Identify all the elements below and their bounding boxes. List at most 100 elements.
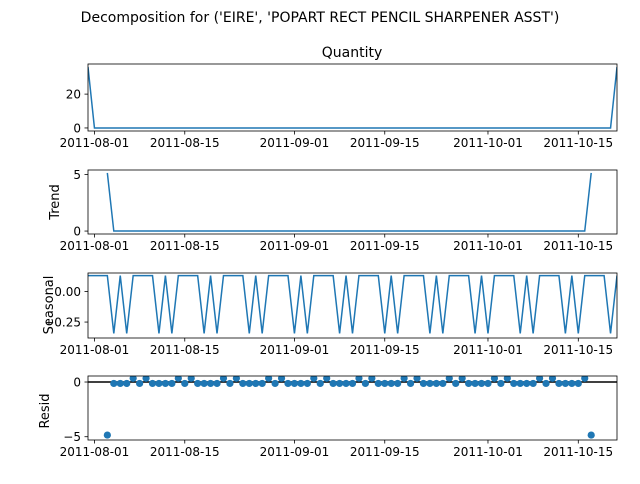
resid-x-tick-label: 2011-08-15	[150, 445, 220, 459]
resid-point	[432, 379, 440, 388]
resid-point	[458, 376, 466, 382]
resid-point	[206, 379, 215, 388]
resid-point	[136, 379, 144, 388]
resid-point	[142, 376, 150, 382]
resid-point	[110, 379, 118, 388]
resid-point	[329, 379, 337, 388]
seasonal-plot-area	[88, 274, 617, 334]
quantity-x-tick-label: 2011-10-01	[453, 136, 523, 150]
resid-point	[413, 376, 421, 382]
trend-y-tick-label: 0	[73, 225, 81, 239]
resid-point	[381, 379, 389, 388]
resid-point	[387, 379, 395, 388]
trend-axes-frame	[87, 169, 618, 235]
resid-point	[510, 379, 518, 388]
trend-x-tick-label: 2011-10-01	[453, 239, 523, 253]
resid-point	[587, 431, 595, 439]
resid-point	[213, 379, 221, 388]
resid-point	[303, 379, 311, 388]
resid-point	[245, 379, 253, 388]
quantity-x-tick-label: 2011-09-15	[350, 136, 420, 150]
quantity-x-tick-label: 2011-10-15	[543, 136, 613, 150]
trend-x-tick-label: 2011-09-01	[260, 239, 330, 253]
seasonal-x-tick-label: 2011-09-15	[350, 343, 420, 357]
resid-point	[439, 379, 447, 388]
quantity-axes-frame	[87, 63, 618, 132]
trend-x-tick-label: 2011-09-15	[350, 239, 420, 253]
panel-seasonal: Seasonal 2011-08-01 2011-08-15 2011-09-01 2…	[42, 272, 618, 357]
panel-seasonal-ylabel: Seasonal	[42, 276, 57, 335]
resid-point	[297, 379, 305, 388]
resid-point	[581, 376, 589, 382]
resid-point	[148, 379, 157, 388]
trend-x-tick-label: 2011-08-15	[150, 239, 220, 253]
resid-point	[258, 379, 266, 388]
resid-point	[426, 379, 434, 388]
seasonal-y-tick-label: −0.25	[44, 316, 81, 330]
resid-point	[355, 376, 363, 382]
resid-point	[452, 379, 460, 388]
resid-point	[574, 379, 582, 388]
resid-point	[290, 379, 299, 388]
resid-point	[187, 376, 195, 382]
resid-point	[484, 379, 492, 388]
resid-point	[368, 376, 376, 382]
panel-trend: Trend 2011-08-01 2011-08-15 2011-09-01 2011…	[48, 168, 618, 253]
resid-point	[323, 376, 331, 382]
panel-resid-ylabel: Resid	[38, 393, 53, 428]
seasonal-y-tick-label: 0.00	[54, 285, 81, 299]
resid-point	[477, 379, 486, 388]
resid-point	[374, 379, 382, 388]
seasonal-axes-frame	[87, 272, 618, 339]
resid-point	[316, 379, 324, 388]
resid-point	[239, 379, 247, 388]
resid-x-tick-label: 2011-10-01	[453, 445, 523, 459]
resid-point	[277, 376, 286, 382]
resid-point	[400, 376, 408, 382]
resid-point	[271, 379, 279, 388]
resid-point	[226, 379, 234, 388]
trend-plot-area	[106, 172, 592, 232]
quantity-x-tick-label: 2011-08-01	[60, 136, 130, 150]
resid-plot-area	[88, 376, 617, 439]
resid-point	[123, 379, 131, 388]
resid-point	[535, 376, 544, 382]
resid-point	[310, 376, 318, 382]
resid-x-tick-label: 2011-09-01	[260, 445, 330, 459]
resid-point	[252, 379, 260, 388]
resid-point	[516, 379, 524, 388]
resid-point	[471, 379, 479, 388]
resid-point	[490, 376, 499, 382]
resid-point	[265, 376, 273, 382]
resid-point	[503, 376, 511, 382]
quantity-y-tick-label: 20	[66, 88, 81, 102]
seasonal-x-tick-label: 2011-08-01	[60, 343, 130, 357]
quantity-series-line	[88, 66, 617, 129]
resid-point	[523, 379, 531, 388]
seasonal-series-line	[88, 274, 617, 334]
resid-point	[155, 379, 163, 388]
resid-point	[129, 376, 137, 382]
resid-point	[465, 379, 473, 388]
resid-point	[497, 379, 505, 388]
resid-x-tick-label: 2011-10-15	[543, 445, 613, 459]
seasonal-x-tick-label: 2011-10-01	[453, 343, 523, 357]
resid-point	[342, 379, 350, 388]
resid-point	[548, 376, 557, 382]
resid-point	[542, 379, 550, 388]
resid-point	[348, 379, 357, 388]
resid-point	[568, 379, 576, 388]
resid-point	[529, 379, 537, 388]
resid-point	[419, 379, 428, 388]
trend-series-line	[106, 172, 592, 232]
trend-x-tick-label: 2011-08-01	[60, 239, 130, 253]
resid-y-tick-label: −5	[63, 430, 81, 444]
panel-resid: Resid 2011-08-01 2011-08-15 2011-09-01 2011…	[38, 376, 618, 459]
resid-point	[555, 379, 563, 388]
trend-x-tick-label: 2011-10-15	[543, 239, 613, 253]
resid-point	[394, 379, 402, 388]
panel-quantity: Quantity 2011-08-01 2011-08-15 2011-09-01 2…	[60, 45, 618, 150]
resid-point	[194, 379, 202, 388]
trend-y-tick-label: 5	[73, 168, 81, 182]
seasonal-x-tick-label: 2011-10-15	[543, 343, 613, 357]
